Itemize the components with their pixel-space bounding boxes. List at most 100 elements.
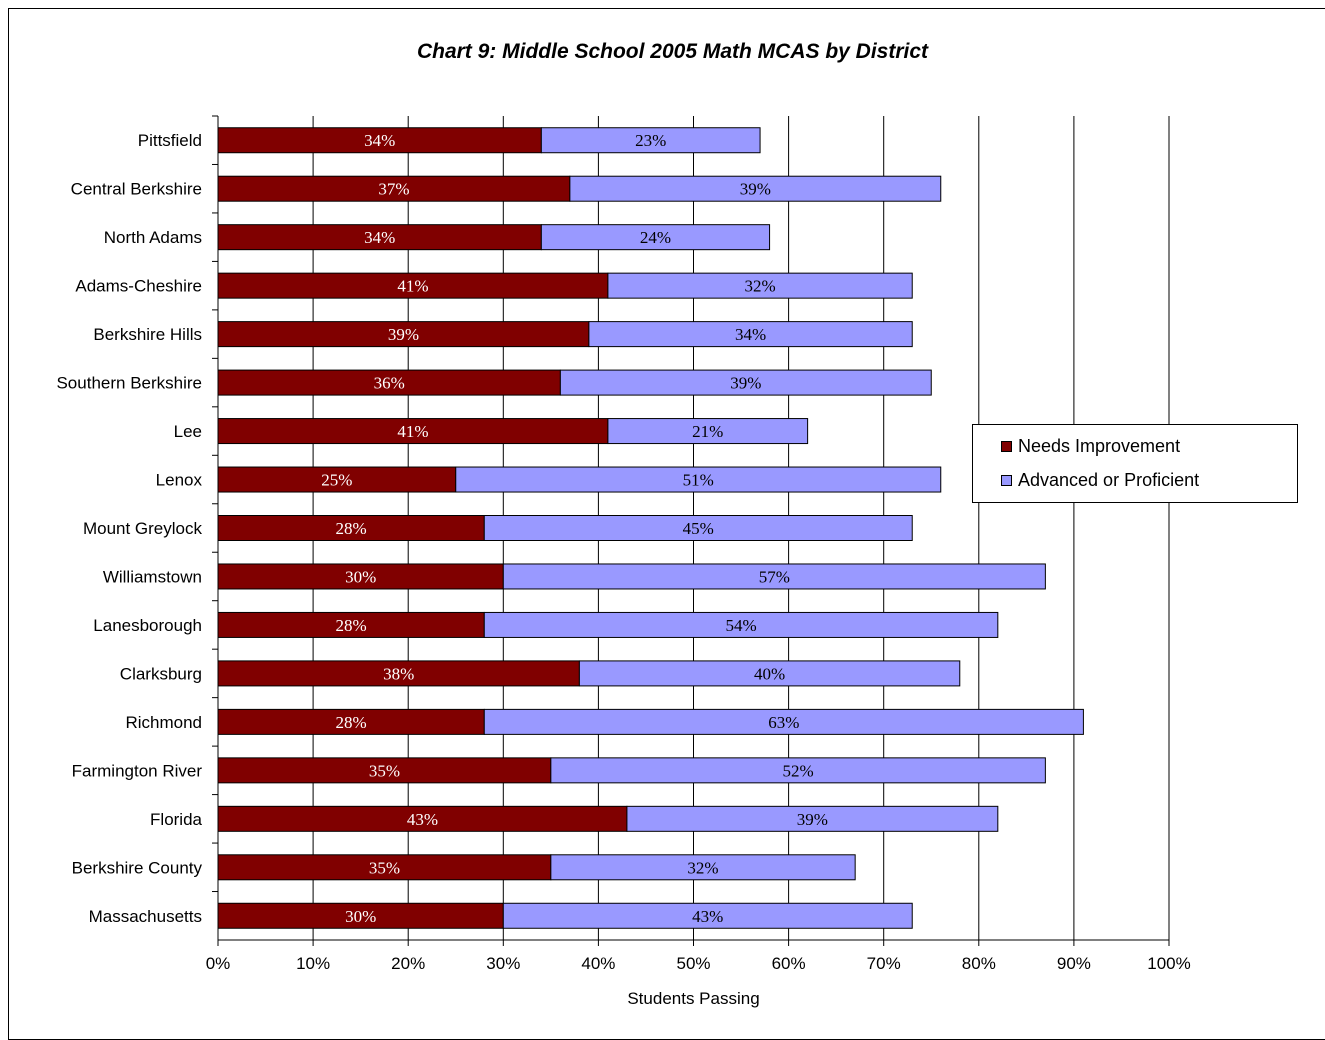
category-label: Southern Berkshire <box>56 374 202 393</box>
data-label: 45% <box>683 519 714 538</box>
bar-advanced-or-proficient <box>483 611 999 638</box>
data-label: 25% <box>321 471 352 490</box>
bar-advanced-or-proficient <box>483 515 913 541</box>
bar-needs-improvement <box>217 708 485 735</box>
x-tick-label: 10% <box>296 954 330 973</box>
data-label: 34% <box>364 131 395 150</box>
data-label: 39% <box>730 374 761 393</box>
bar-advanced-or-proficient <box>502 902 913 929</box>
chart-title: Chart 9: Middle School 2005 Math MCAS by… <box>416 40 929 63</box>
data-label: 43% <box>692 907 723 926</box>
bar-advanced-or-proficient <box>578 660 961 687</box>
category-label: Lee <box>174 422 202 441</box>
data-label: 35% <box>369 761 400 780</box>
legend-item-advanced-or-proficient: Advanced or Proficient <box>1001 469 1199 491</box>
bar-needs-improvement <box>217 272 609 299</box>
data-label: 23% <box>635 131 666 150</box>
legend-label-needs-improvement: Needs Improvement <box>1018 435 1181 456</box>
bar-needs-improvement <box>217 515 485 541</box>
bar-needs-improvement <box>217 563 504 590</box>
data-label: 39% <box>388 325 419 344</box>
data-label: 36% <box>374 374 405 393</box>
bar-needs-improvement <box>217 805 628 832</box>
data-label: 43% <box>407 810 438 829</box>
category-label: Richmond <box>125 713 202 732</box>
x-tick-label: 100% <box>1147 954 1190 973</box>
category-label: Farmington River <box>72 761 203 780</box>
bar-needs-improvement <box>217 660 580 687</box>
data-label: 39% <box>797 810 828 829</box>
data-label: 41% <box>397 277 428 296</box>
x-tick-label: 80% <box>962 954 996 973</box>
bar-advanced-or-proficient <box>607 418 809 445</box>
x-tick-label: 30% <box>486 954 520 973</box>
x-tick-label: 50% <box>676 954 710 973</box>
category-label: Central Berkshire <box>71 180 202 199</box>
category-label: Clarksburg <box>120 664 202 683</box>
bar-needs-improvement <box>217 418 609 445</box>
x-tick-label: 90% <box>1057 954 1091 973</box>
bar-advanced-or-proficient <box>550 854 856 881</box>
bar-needs-improvement <box>217 321 590 348</box>
bar-advanced-or-proficient <box>626 805 999 832</box>
bar-needs-improvement <box>217 369 561 396</box>
data-label: 51% <box>683 471 714 490</box>
category-label: Williamstown <box>103 567 202 586</box>
data-label: 38% <box>383 664 414 683</box>
x-tick-label: 40% <box>581 954 615 973</box>
category-label: Mount Greylock <box>83 519 203 538</box>
category-label: Adams-Cheshire <box>75 277 202 296</box>
data-label: 39% <box>740 180 771 199</box>
data-label: 41% <box>397 422 428 441</box>
bar-needs-improvement <box>217 127 542 154</box>
bar-advanced-or-proficient <box>550 757 1046 784</box>
category-label: Florida <box>150 810 203 829</box>
bar-advanced-or-proficient <box>483 708 1084 735</box>
bar-advanced-or-proficient <box>540 224 771 251</box>
data-label: 32% <box>687 858 718 877</box>
bar-advanced-or-proficient <box>502 563 1046 590</box>
bar-advanced-or-proficient <box>569 175 942 202</box>
data-label: 63% <box>768 713 799 732</box>
data-label: 28% <box>336 713 367 732</box>
bar-advanced-or-proficient <box>559 369 932 396</box>
legend-label-advanced-or-proficient: Advanced or Proficient <box>1018 469 1200 490</box>
category-label: Pittsfield <box>138 131 202 150</box>
x-tick-label: 20% <box>391 954 425 973</box>
bar-needs-improvement <box>217 466 457 493</box>
category-label: Berkshire Hills <box>93 325 202 344</box>
data-label: 40% <box>754 664 785 683</box>
data-label: 28% <box>336 519 367 538</box>
data-label: 57% <box>759 567 790 586</box>
category-label: North Adams <box>104 228 202 247</box>
x-tick-label: 70% <box>867 954 901 973</box>
bar-needs-improvement <box>217 175 571 202</box>
x-tick-label: 0% <box>206 954 231 973</box>
data-label: 54% <box>725 616 756 635</box>
category-label: Massachusetts <box>89 907 202 926</box>
category-label: Berkshire County <box>72 858 203 877</box>
data-label: 34% <box>364 228 395 247</box>
bar-needs-improvement <box>217 902 504 929</box>
data-label: 21% <box>692 422 723 441</box>
x-tick-label: 60% <box>772 954 806 973</box>
data-label: 34% <box>735 325 766 344</box>
legend-swatch-needs-improvement <box>1001 440 1012 452</box>
data-label: 35% <box>369 858 400 877</box>
x-axis-title: Students Passing <box>627 989 759 1008</box>
bar-needs-improvement <box>217 854 552 881</box>
bar-advanced-or-proficient <box>588 321 913 348</box>
data-label: 30% <box>345 907 376 926</box>
bar-needs-improvement <box>217 224 542 251</box>
bar-advanced-or-proficient <box>540 127 761 154</box>
legend-swatch-advanced-or-proficient <box>1001 474 1012 486</box>
bar-advanced-or-proficient <box>607 272 913 299</box>
chart-legend: Needs Improvement Advanced or Proficient <box>972 424 1298 503</box>
data-label: 24% <box>640 228 671 247</box>
bar-needs-improvement <box>217 757 552 784</box>
bar-needs-improvement <box>217 611 485 638</box>
data-label: 32% <box>744 277 775 296</box>
data-label: 28% <box>336 616 367 635</box>
bar-advanced-or-proficient <box>455 466 942 493</box>
